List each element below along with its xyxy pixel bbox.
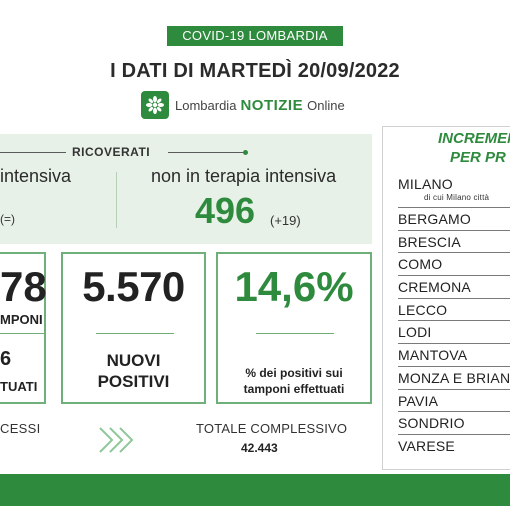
province-name: MILANO	[398, 176, 453, 192]
page-title: I DATI DI MARTEDÌ 20/09/2022	[110, 60, 400, 82]
nuovi-positivi-card	[61, 252, 206, 404]
ricoverati-dot	[243, 150, 248, 155]
tamponi-label: MPONI	[0, 312, 43, 327]
nuovi-positivi-label-line1: NUOVI	[106, 351, 161, 370]
terapia-intensiva-delta: (=)	[0, 212, 15, 226]
province-name: PAVIA	[398, 392, 439, 409]
province-name: VARESE	[398, 437, 455, 454]
list-item: MILANO di cui Milano città	[398, 176, 510, 208]
ricoverati-vertical-divider	[116, 172, 117, 228]
list-item: PAVIA	[398, 390, 510, 413]
province-name: BRESCIA	[398, 233, 461, 250]
province-name: SONDRIO	[398, 415, 465, 432]
incremento-title: INCREMEN PER PR	[438, 129, 510, 167]
province-name: MANTOVA	[398, 347, 468, 364]
list-item: BERGAMO	[398, 208, 510, 231]
lombardia-logo-icon	[141, 91, 169, 119]
brand-logo: Lombardia NOTIZIE Online	[141, 91, 345, 119]
list-item: LODI	[398, 321, 510, 345]
brand-suffix: Online	[307, 97, 345, 113]
province-sub: di cui Milano città	[424, 193, 490, 202]
brand-prefix: Lombardia	[175, 97, 237, 113]
region-tag: COVID-19 LOMBARDIA	[167, 26, 343, 46]
list-item: COMO	[398, 253, 510, 277]
province-list: MILANO di cui Milano città BERGAMO BRESC…	[398, 176, 510, 458]
decessi-label: CESSI	[0, 421, 41, 436]
percentuale-value: 14,6%	[234, 263, 354, 310]
totale-complessivo-label: TOTALE COMPLESSIVO	[196, 421, 348, 436]
nuovi-positivi-value: 5.570	[82, 263, 185, 310]
percentuale-label-line2: tamponi effettuati	[243, 382, 345, 396]
brand-notizie: NOTIZIE	[240, 96, 304, 114]
incremento-title-line2: PER PR	[450, 149, 506, 166]
list-item: MONZA E BRIAN	[398, 367, 510, 390]
ricoverati-title: RICOVERATI	[72, 145, 151, 159]
ricoverati-divider-right	[168, 152, 244, 153]
list-item: SONDRIO	[398, 412, 510, 435]
province-name: LECCO	[398, 301, 448, 318]
percentuale-label-line1: % dei positivi sui	[245, 366, 343, 380]
province-name: COMO	[398, 256, 443, 273]
incremento-title-line1: INCREMEN	[438, 130, 510, 147]
list-item: VARESE	[398, 435, 510, 458]
list-item: MANTOVA	[398, 344, 510, 367]
nuovi-positivi-label: NUOVI POSITIVI	[61, 350, 206, 392]
percentuale-card	[216, 252, 372, 404]
non-terapia-intensiva-value: 496	[195, 190, 256, 231]
percentuale-divider	[256, 333, 334, 334]
province-name: BERGAMO	[398, 211, 471, 227]
list-item: LECCO	[398, 299, 510, 322]
chevrons-right-icon	[98, 424, 138, 456]
tamponi-value: 78	[0, 263, 47, 310]
list-item: CREMONA	[398, 276, 510, 299]
terapia-intensiva-label: intensiva	[0, 166, 72, 186]
footer-bar	[0, 474, 510, 506]
province-name: MONZA E BRIAN	[398, 369, 510, 386]
province-name: LODI	[398, 324, 432, 341]
percentuale-label: % dei positivi sui tamponi effettuati	[216, 365, 372, 397]
non-terapia-intensiva-delta: (+19)	[270, 213, 301, 228]
totale-complessivo-value: 42.443	[241, 441, 278, 455]
non-terapia-intensiva-label: non in terapia intensiva	[151, 166, 337, 186]
tamponi-sub-label: TUATI	[0, 379, 38, 394]
tamponi-sub-value: 6	[0, 348, 12, 370]
nuovi-positivi-divider	[96, 333, 174, 334]
ricoverati-divider-left	[0, 152, 66, 153]
province-name: CREMONA	[398, 279, 471, 296]
nuovi-positivi-label-line2: POSITIVI	[97, 372, 170, 391]
list-item: BRESCIA	[398, 231, 510, 254]
ricoverati-panel	[0, 134, 372, 244]
tamponi-card	[0, 252, 46, 404]
tamponi-card-divider	[0, 333, 44, 334]
